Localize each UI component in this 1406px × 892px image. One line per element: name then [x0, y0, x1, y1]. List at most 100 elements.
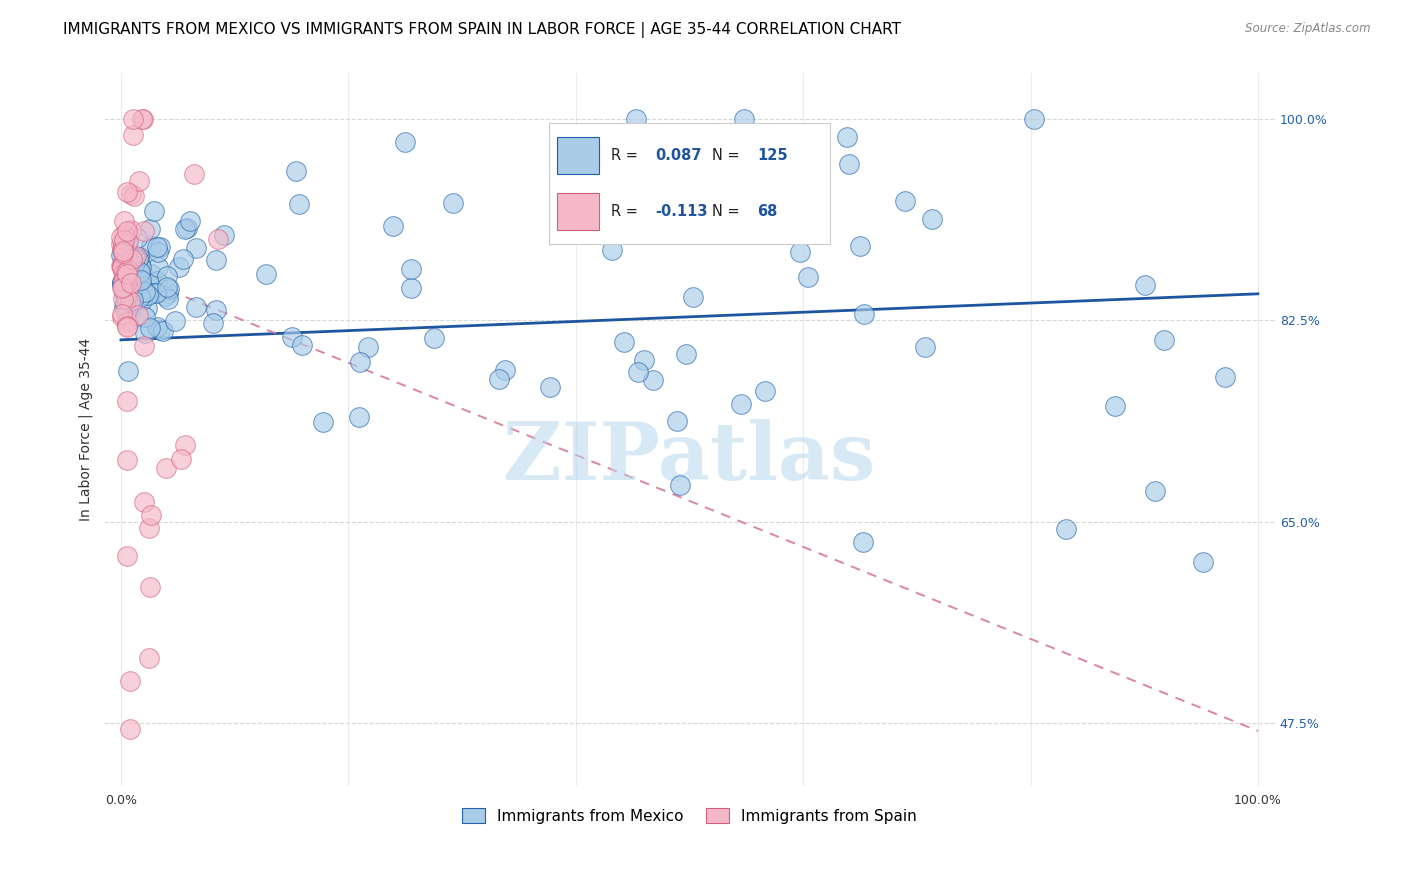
Point: [288, 197, 311, 211]
Point: [115, 224, 138, 238]
Point: [117, 282, 139, 296]
Point: [207, 232, 229, 246]
Point: [111, 238, 134, 252]
Point: [121, 252, 143, 266]
Point: [122, 112, 145, 126]
Point: [111, 242, 134, 256]
Text: Source: ZipAtlas.com: Source: ZipAtlas.com: [1246, 22, 1371, 36]
Point: [120, 223, 142, 237]
Point: [853, 306, 876, 320]
Point: [138, 521, 160, 535]
Y-axis label: In Labor Force | Age 35-44: In Labor Force | Age 35-44: [79, 338, 93, 521]
Point: [111, 307, 134, 321]
Point: [110, 259, 132, 273]
Point: [122, 128, 145, 142]
Point: [675, 347, 697, 361]
Point: [139, 222, 162, 236]
Point: [132, 112, 155, 126]
Point: [394, 135, 416, 149]
Point: [115, 279, 138, 293]
Point: [122, 189, 145, 203]
Point: [838, 157, 860, 171]
Point: [115, 319, 138, 334]
Point: [1135, 278, 1157, 293]
Point: [149, 240, 172, 254]
Point: [114, 289, 136, 303]
Point: [538, 380, 561, 394]
Point: [285, 163, 308, 178]
Legend: Immigrants from Mexico, Immigrants from Spain: Immigrants from Mexico, Immigrants from …: [456, 802, 924, 830]
Point: [115, 290, 138, 304]
Point: [136, 288, 159, 302]
Point: [155, 289, 177, 303]
Point: [129, 265, 152, 279]
Point: [131, 112, 153, 126]
Point: [156, 280, 179, 294]
Point: [110, 248, 132, 262]
Point: [112, 286, 135, 301]
Point: [1144, 483, 1167, 498]
Point: [730, 397, 752, 411]
Point: [112, 228, 135, 243]
Point: [115, 549, 138, 564]
Point: [399, 281, 422, 295]
Point: [115, 251, 138, 265]
Point: [115, 186, 138, 200]
Point: [205, 302, 228, 317]
Point: [112, 255, 135, 269]
Point: [169, 260, 191, 274]
Point: [174, 438, 197, 452]
Point: [111, 292, 134, 306]
Point: [291, 338, 314, 352]
Point: [138, 320, 160, 334]
Point: [157, 282, 180, 296]
Point: [111, 274, 134, 288]
Point: [665, 414, 688, 428]
Point: [110, 237, 132, 252]
Point: [157, 286, 180, 301]
Point: [633, 353, 655, 368]
Point: [627, 365, 650, 379]
Point: [115, 304, 138, 318]
Point: [212, 227, 235, 242]
Point: [254, 267, 277, 281]
Point: [134, 224, 156, 238]
Point: [202, 316, 225, 330]
Point: [121, 301, 143, 316]
Point: [894, 194, 917, 209]
Point: [115, 280, 138, 294]
Point: [347, 409, 370, 424]
Point: [131, 293, 153, 308]
Point: [186, 300, 208, 314]
Point: [114, 273, 136, 287]
Point: [138, 651, 160, 665]
Point: [668, 478, 690, 492]
Point: [179, 214, 201, 228]
Point: [146, 245, 169, 260]
Point: [494, 363, 516, 377]
Point: [139, 238, 162, 252]
Point: [399, 262, 422, 277]
Point: [122, 293, 145, 307]
Point: [128, 174, 150, 188]
Point: [183, 167, 205, 181]
Point: [115, 452, 138, 467]
Point: [115, 280, 138, 294]
Point: [111, 260, 134, 275]
Point: [921, 212, 943, 227]
Point: [132, 494, 155, 508]
Point: [682, 290, 704, 304]
Point: [145, 285, 167, 300]
Point: [135, 301, 157, 316]
Point: [441, 196, 464, 211]
Point: [127, 231, 149, 245]
Point: [280, 330, 302, 344]
Point: [117, 236, 139, 251]
Point: [488, 372, 510, 386]
Point: [641, 373, 664, 387]
Point: [115, 268, 138, 282]
Point: [120, 187, 142, 202]
Point: [184, 242, 207, 256]
Point: [172, 252, 194, 266]
Point: [111, 244, 134, 258]
